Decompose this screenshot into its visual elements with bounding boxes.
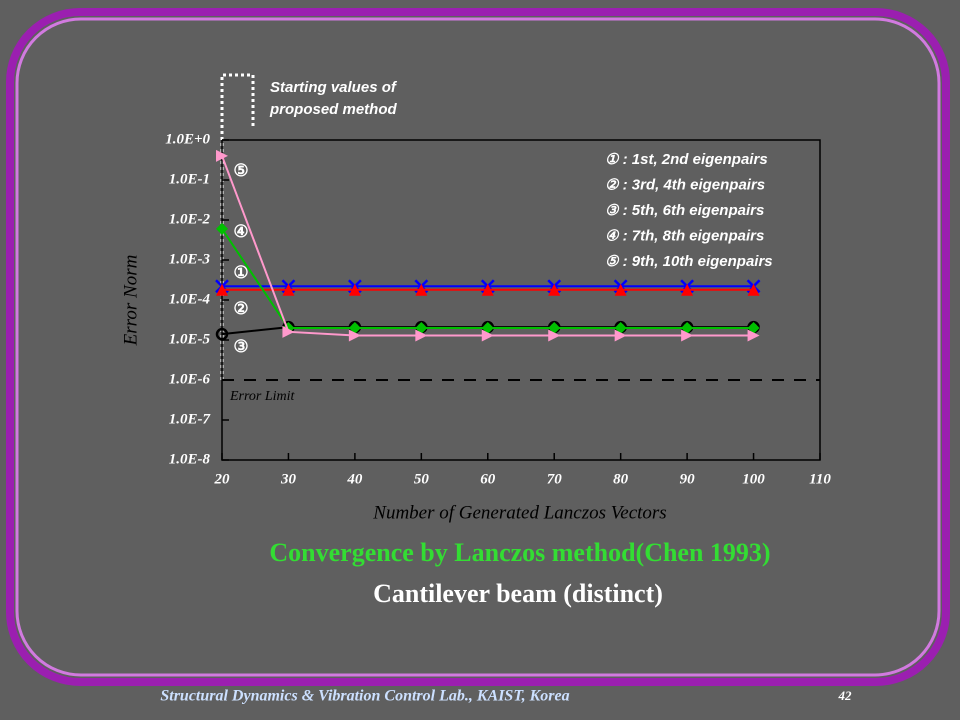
marker [282,283,295,296]
chart-subtitle: Cantilever beam (distinct) [373,579,663,608]
marker [481,283,494,296]
y-tick-label: 1.0E-6 [169,371,211,387]
marker [681,329,694,342]
x-axis-label: Number of Generated Lanczos Vectors [372,502,666,523]
y-tick-label: 1.0E-4 [169,291,211,307]
footer-text: Structural Dynamics & Vibration Control … [160,688,569,705]
y-axis-label: Error Norm [120,255,141,347]
marker [216,283,228,296]
border [6,8,950,686]
x-tick-label: 90 [680,471,696,487]
marker [747,283,760,296]
y-tick-label: 1.0E-1 [169,171,210,187]
series-annotation: ② [233,299,248,318]
note-line: Starting values of proposed method [269,79,398,118]
marker [548,329,561,342]
x-tick-label: 110 [809,471,831,487]
series-annotation: ⑤ [233,161,248,180]
marker [415,283,428,296]
legend-entry: ② : 3rd, 4th eigenpairs [605,176,765,193]
y-tick-label: 1.0E-7 [169,411,211,427]
marker [747,329,760,342]
marker [614,283,627,296]
y-tick-label: 1.0E-2 [169,211,211,227]
marker [215,327,229,341]
x-tick-label: 100 [742,471,765,487]
marker [282,325,295,338]
legend-entry: ④ : 7th, 8th eigenpairs [605,227,764,244]
x-tick-label: 40 [346,471,363,487]
page-number: 42 [838,688,853,703]
y-tick-label: 1.0E-8 [169,451,211,467]
y-tick-label: 1.0E+0 [165,131,210,147]
marker [481,329,494,342]
legend-entry: ① : 1st, 2nd eigenpairs [605,151,768,168]
marker [216,222,228,235]
x-tick-label: 60 [480,471,496,487]
marker [614,329,627,342]
y-tick-label: 1.0E-5 [169,331,211,347]
marker [415,329,428,342]
marker [681,283,694,296]
marker [348,329,361,342]
marker [548,283,561,296]
x-tick-label: 50 [414,471,430,487]
chart-title: Convergence by Lanczos method(Chen 1993) [269,538,770,567]
border-inner [15,17,941,677]
legend-entry: ③ : 5th, 6th eigenpairs [605,202,764,219]
y-tick-label: 1.0E-3 [169,251,211,267]
marker [216,149,228,162]
x-tick-label: 20 [214,471,231,487]
series-annotation: ① [233,263,248,282]
x-tick-label: 70 [547,471,563,487]
series-annotation: ④ [233,222,248,241]
x-tick-label: 80 [613,471,629,487]
legend-entry: ⑤ : 9th, 10th eigenpairs [605,253,773,270]
series-annotation: ③ [233,337,248,356]
error-limit-label: Error Limit [229,389,296,404]
x-tick-label: 30 [280,471,297,487]
marker [348,283,361,296]
